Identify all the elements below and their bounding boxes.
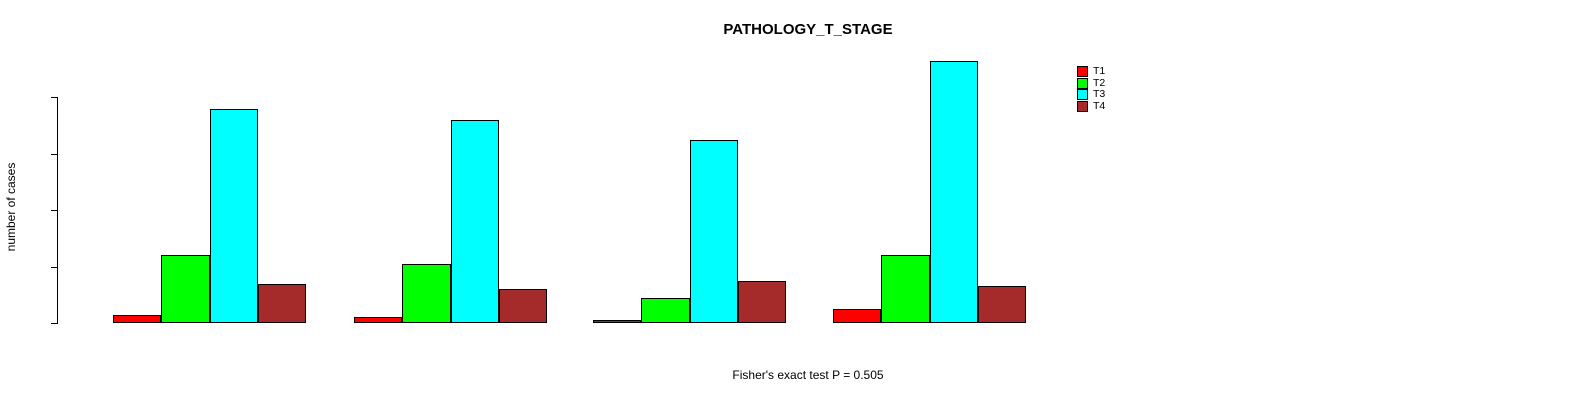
legend-swatch xyxy=(1077,66,1088,78)
bar-subtype3-T2 xyxy=(641,297,690,323)
y-tick xyxy=(51,153,57,155)
y-tick xyxy=(51,97,57,99)
bar-subtype1-T2 xyxy=(161,255,210,323)
legend-item: T1 xyxy=(1077,66,1105,78)
legend-item: T3 xyxy=(1077,89,1105,101)
y-axis-label: number of cases xyxy=(4,162,18,252)
bar-subtype1-T1 xyxy=(113,314,162,323)
bar-subtype2-T4 xyxy=(498,289,548,323)
legend-label: T2 xyxy=(1093,76,1106,89)
bar-subtype4-T1 xyxy=(833,308,882,323)
bar-subtype2-T3 xyxy=(450,119,499,323)
bar-subtype4-T2 xyxy=(881,255,930,323)
bar-subtype3-T1 xyxy=(593,320,642,323)
bar-subtype2-T1 xyxy=(354,317,403,323)
bar-subtype1-T4 xyxy=(257,283,307,323)
y-tick xyxy=(51,266,57,268)
bar-subtype3-T4 xyxy=(737,280,787,323)
bar-subtype1-T3 xyxy=(209,108,258,323)
y-tick xyxy=(51,323,57,324)
bar-subtype4-T4 xyxy=(977,286,1027,323)
annotation-text: Fisher's exact test P = 0.505 xyxy=(732,368,884,382)
legend-item: T2 xyxy=(1077,76,1106,90)
legend-label: T3 xyxy=(1093,88,1106,101)
legend-label: T4 xyxy=(1093,100,1106,113)
bar-subtype2-T2 xyxy=(402,263,451,323)
legend-swatch xyxy=(1077,101,1088,113)
chart-title: PATHOLOGY_T_STAGE xyxy=(723,21,893,38)
legend: T1 T2 T3 T4 xyxy=(1077,66,1106,113)
legend-label: T1 xyxy=(1093,65,1106,78)
legend-item: T4 xyxy=(1077,101,1105,113)
bar-subtype4-T3 xyxy=(929,60,978,323)
legend-swatch xyxy=(1077,89,1088,101)
bar-subtype3-T3 xyxy=(689,139,738,323)
y-axis xyxy=(57,97,58,324)
y-tick xyxy=(51,210,57,212)
legend-swatch xyxy=(1077,77,1088,89)
